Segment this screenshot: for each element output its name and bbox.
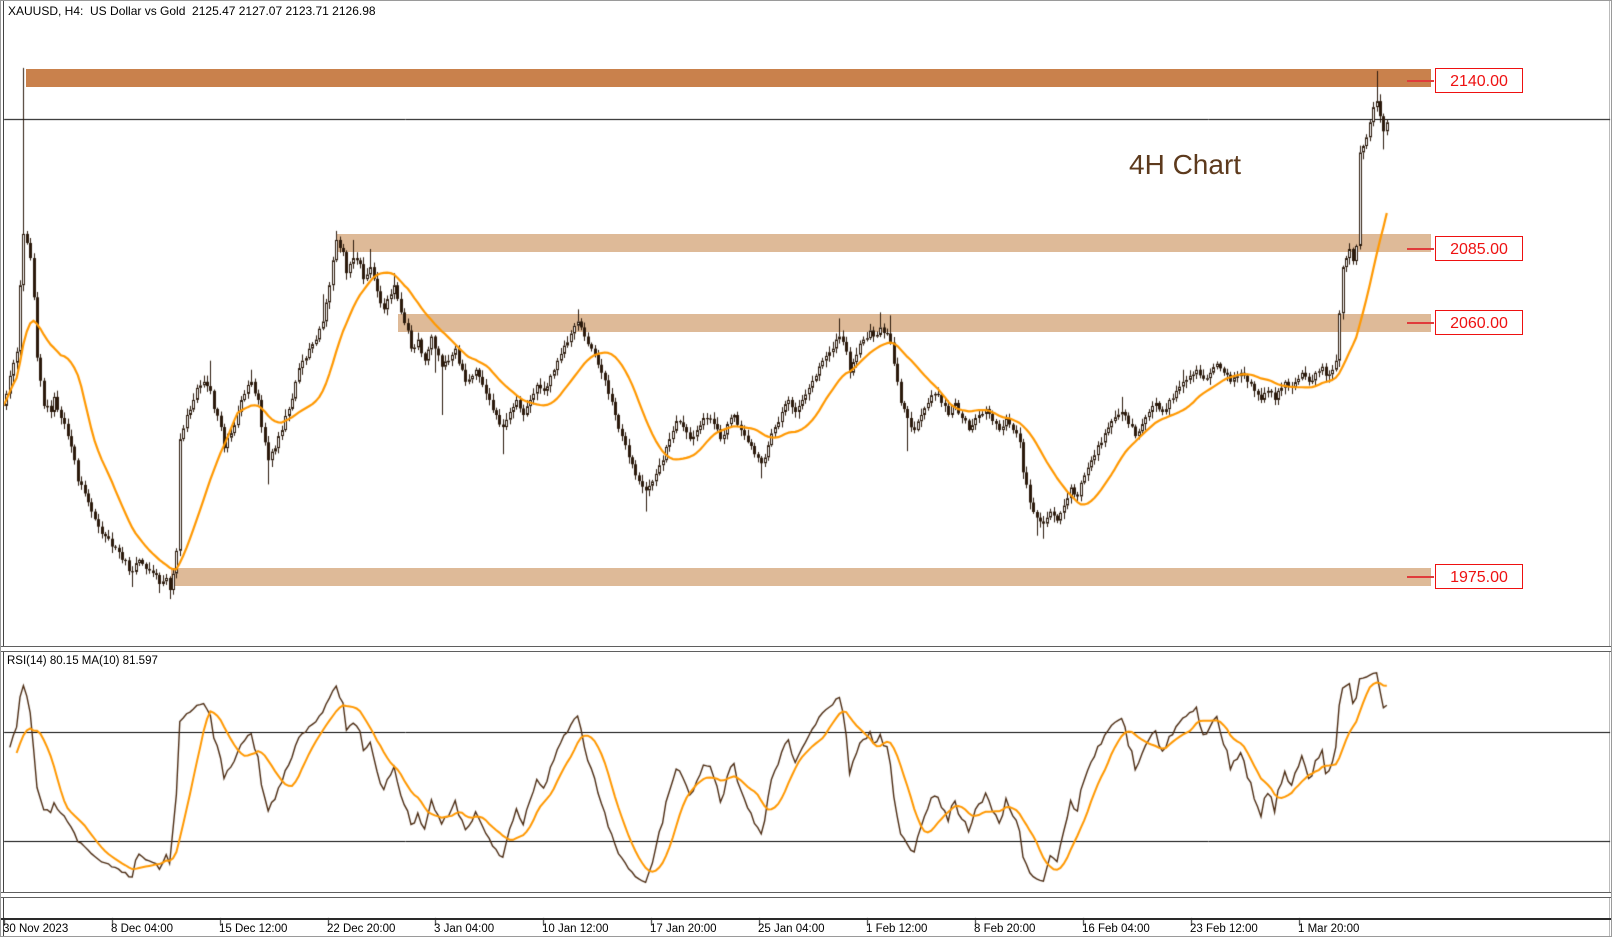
time-axis-line xyxy=(1,918,1611,920)
time-axis-label: 8 Dec 04:00 xyxy=(111,923,174,935)
price-label-2060: 2060.00 xyxy=(1435,310,1523,335)
chart-title: XAUUSD, H4: US Dollar vs Gold 2125.47 21… xyxy=(8,4,376,18)
price-label-dash-2060 xyxy=(1407,322,1434,324)
time-axis-label: 30 Nov 2023 xyxy=(3,923,69,935)
price-label-2085: 2085.00 xyxy=(1435,236,1523,261)
price-label-dash-1975 xyxy=(1407,576,1434,578)
time-axis-label: 22 Dec 20:00 xyxy=(327,923,396,935)
panel-separator-rsi-axis[interactable] xyxy=(1,892,1611,898)
time-axis-label: 10 Jan 12:00 xyxy=(542,923,609,935)
time-axis-label: 17 Jan 20:00 xyxy=(650,923,717,935)
rsi-indicator-label: RSI(14) 80.15 MA(10) 81.597 xyxy=(7,655,158,667)
price-label-dash-2085 xyxy=(1407,248,1434,250)
price-label-1975: 1975.00 xyxy=(1435,564,1523,589)
time-axis-label: 25 Jan 04:00 xyxy=(758,923,825,935)
time-axis-label: 1 Feb 12:00 xyxy=(866,923,928,935)
time-axis-label: 15 Dec 12:00 xyxy=(219,923,288,935)
time-axis-label: 1 Mar 20:00 xyxy=(1298,923,1360,935)
time-axis-label: 16 Feb 04:00 xyxy=(1082,923,1150,935)
panel-separator-main-rsi[interactable] xyxy=(1,646,1611,652)
chart-annotation-text[interactable]: 4H Chart xyxy=(1129,149,1242,180)
time-axis-label: 23 Feb 12:00 xyxy=(1190,923,1258,935)
price-label-2140: 2140.00 xyxy=(1435,68,1523,93)
price-label-dash-2140 xyxy=(1407,80,1434,82)
time-axis-label: 8 Feb 20:00 xyxy=(974,923,1036,935)
time-axis-label: 3 Jan 04:00 xyxy=(434,923,495,935)
